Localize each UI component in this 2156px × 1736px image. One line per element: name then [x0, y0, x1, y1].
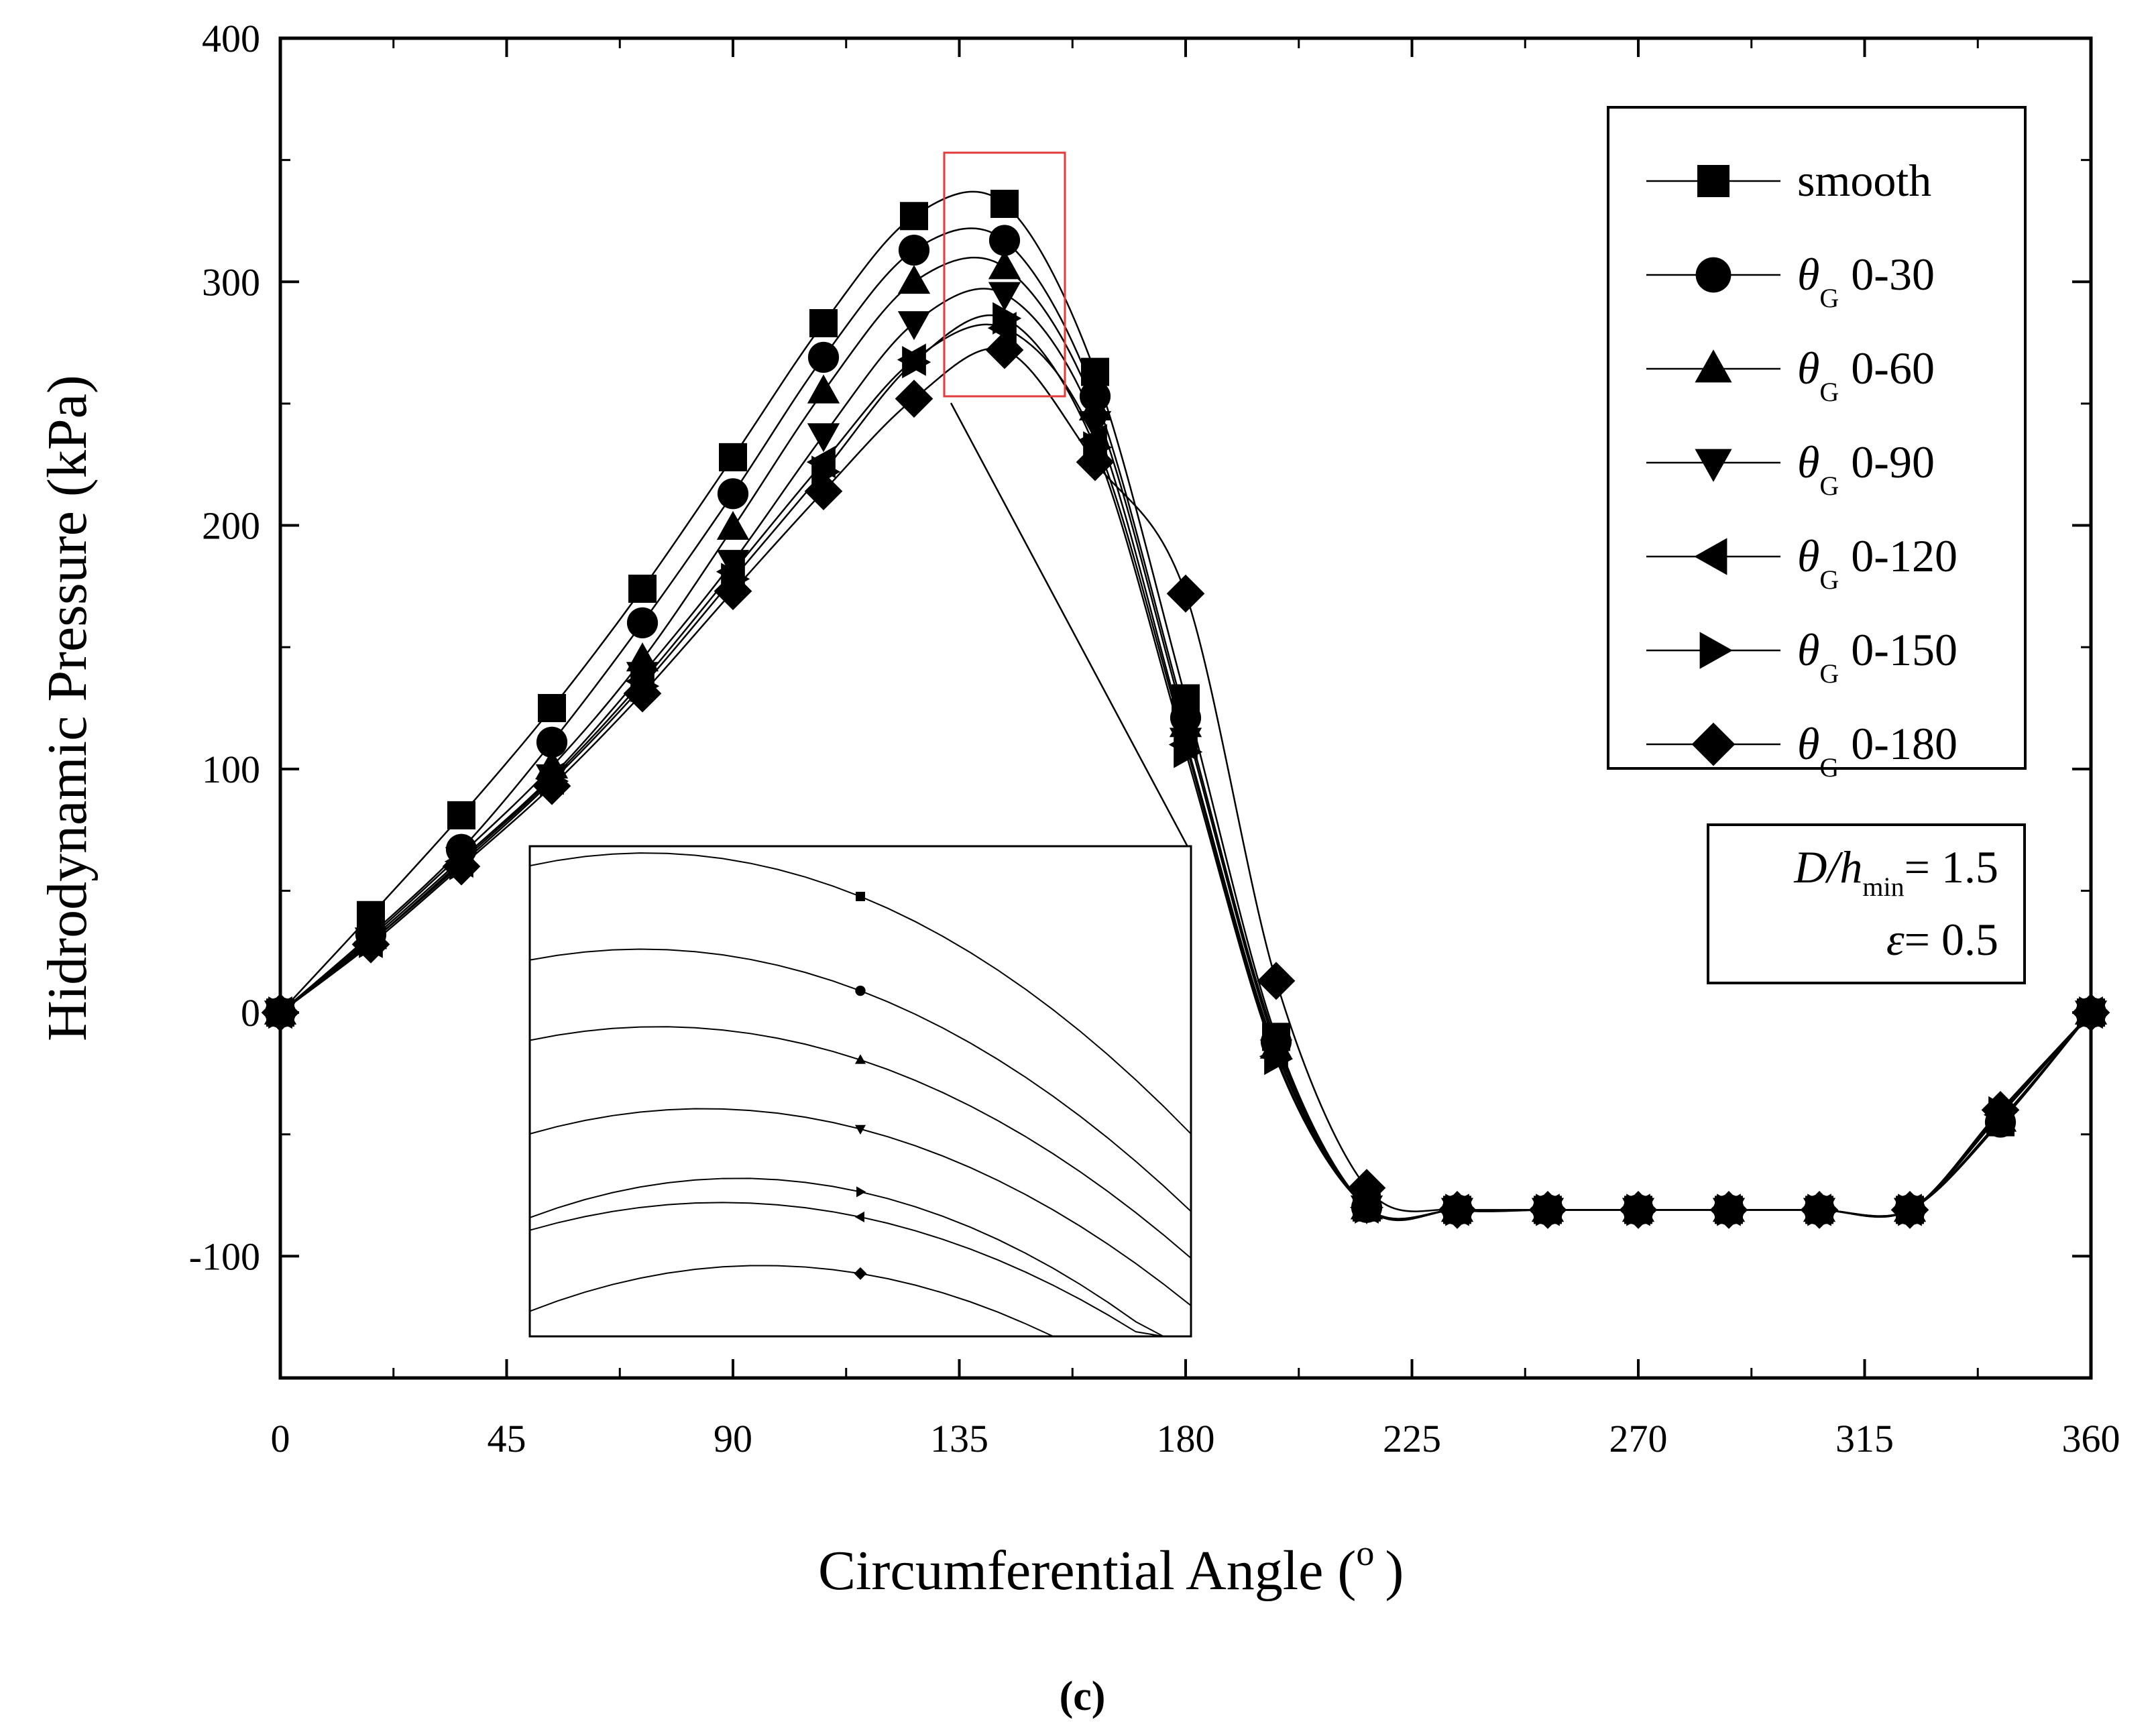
legend-label-6: θG 0-180: [1797, 718, 1958, 783]
x-tick-label-2: 90: [714, 1417, 752, 1460]
data-point-5-10: [1174, 736, 1203, 768]
data-point-1-6: [807, 341, 840, 373]
eccentricity-annotation: ε= 0.5: [1886, 914, 1998, 965]
legend-label-1: θG 0-30: [1797, 249, 1935, 313]
data-point-1-7: [898, 234, 930, 266]
x-tick-label-3: 135: [930, 1417, 988, 1460]
x-tick-label-0: 0: [271, 1417, 290, 1460]
inset-point-1: [855, 985, 866, 996]
data-point-0-5: [719, 443, 747, 471]
x-tick-label-1: 45: [488, 1417, 526, 1460]
legend-marker-5: [1699, 632, 1733, 669]
data-point-3-6: [807, 423, 840, 453]
data-point-0-8: [990, 190, 1019, 219]
inset-point-5: [856, 1186, 866, 1198]
legend-marker-6: [1691, 722, 1736, 766]
panel-label: (c): [1060, 1674, 1106, 1719]
y-tick-label-3: 200: [202, 504, 260, 548]
legend-label-2: θG 0-60: [1797, 343, 1935, 407]
legend-marker-3: [1695, 449, 1732, 482]
data-point-1-4: [626, 607, 659, 638]
data-point-2-5: [716, 510, 750, 540]
data-point-2-6: [807, 374, 840, 404]
zoom-highlight: [943, 152, 1192, 854]
series-layer: [261, 190, 2110, 1229]
legend-label-3: θG 0-90: [1797, 437, 1935, 501]
data-point-0-9: [1081, 357, 1109, 386]
legend-box: [1607, 106, 2027, 770]
y-tick-label-1: 0: [241, 991, 260, 1035]
data-point-2-8: [988, 250, 1021, 280]
data-point-6-8: [985, 331, 1024, 369]
x-tick-label-6: 270: [1609, 1417, 1668, 1460]
data-point-2-7: [897, 265, 931, 294]
y-tick-label-0: -100: [189, 1234, 260, 1278]
data-point-6-17: [1800, 1190, 1839, 1229]
legend-marker-4: [1694, 538, 1727, 575]
data-point-1-3: [536, 726, 568, 758]
x-axis-close: ): [1385, 1540, 1404, 1602]
x-tick-label-7: 315: [1835, 1417, 1894, 1460]
data-point-6-2: [442, 847, 481, 886]
data-point-6-7: [895, 380, 933, 418]
data-point-6-16: [1709, 1190, 1748, 1229]
data-point-6-10: [1166, 574, 1205, 613]
x-tick-label-8: 360: [2062, 1417, 2120, 1460]
inset-point-0: [856, 891, 865, 901]
inset-point-6: [854, 1267, 867, 1280]
y-tick-label-2: 100: [202, 748, 260, 791]
data-point-6-15: [1619, 1190, 1658, 1229]
data-point-5-11: [1264, 1042, 1294, 1076]
data-point-0-2: [447, 801, 475, 829]
axis-ticks: 0 45 90 135 180 225 270 315 360 -100 0 100 200 300 400: [189, 17, 2120, 1460]
data-point-1-8: [988, 225, 1021, 256]
data-point-6-13: [1438, 1190, 1477, 1229]
data-point-0-7: [900, 202, 928, 231]
ratio-annotation: D/hmin= 1.5: [1793, 842, 1998, 902]
x-axis-title: Circumferential Angle (o): [818, 1533, 1404, 1602]
zoom-connector-line: [950, 402, 1192, 854]
inset-point-3: [854, 1124, 866, 1135]
parameter-box-frame: [1707, 823, 2026, 984]
data-point-6-14: [1528, 1190, 1567, 1229]
data-point-3-7: [897, 311, 931, 341]
zoom-region-box: [943, 152, 1066, 398]
data-point-3-8: [988, 282, 1021, 311]
legend-marker-1: [1695, 257, 1732, 293]
inset-panel: [528, 845, 1192, 1338]
y-tick-label-5: 400: [202, 17, 260, 60]
inset-point-2: [854, 1054, 866, 1064]
legend: smooth θG 0-30 θG 0-60 θG 0-90 θG 0-120 θG 0-150 θG…: [1607, 106, 2027, 783]
inset-point-4: [854, 1211, 864, 1222]
y-tick-label-4: 300: [202, 260, 260, 304]
x-tick-label-5: 225: [1383, 1417, 1441, 1460]
parameter-box: D/hmin= 1.5 ε= 0.5: [1707, 823, 2026, 984]
data-point-1-5: [717, 478, 749, 510]
data-point-3-9: [1078, 411, 1112, 441]
data-point-5-7: [902, 346, 931, 379]
legend-label-0: smooth: [1797, 155, 1931, 206]
legend-marker-2: [1695, 349, 1732, 383]
x-tick-label-4: 180: [1157, 1417, 1215, 1460]
data-point-6-12: [1347, 1169, 1386, 1207]
legend-marker-0: [1697, 165, 1729, 197]
legend-label-5: θG 0-150: [1797, 624, 1958, 689]
inset-frame: [528, 845, 1192, 1338]
data-point-6-18: [1890, 1190, 1929, 1229]
data-point-5-8: [992, 302, 1022, 335]
data-point-6-19: [1981, 1091, 2020, 1129]
data-point-0-6: [809, 309, 838, 338]
y-axis-title: Hidrodynamic Pressure (kPa): [36, 375, 99, 1041]
data-point-0-4: [628, 574, 657, 603]
data-point-0-3: [538, 694, 566, 722]
x-axis-unit: o: [1356, 1533, 1374, 1573]
legend-label-4: θG 0-120: [1797, 530, 1958, 595]
